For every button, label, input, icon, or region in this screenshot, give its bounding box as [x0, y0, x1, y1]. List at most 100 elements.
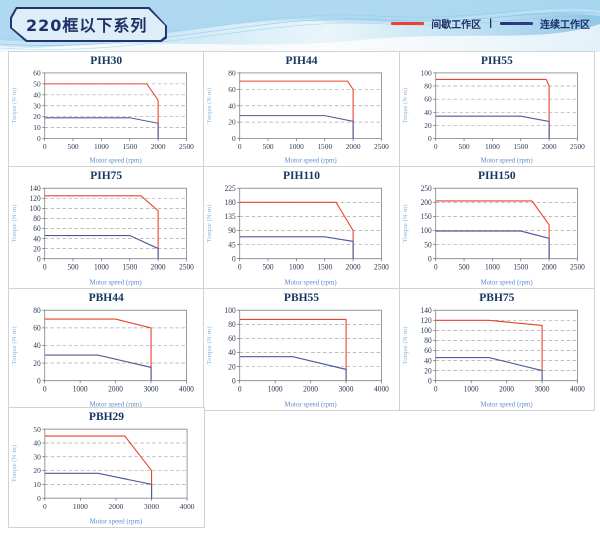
- svg-text:Motor speed (rpm): Motor speed (rpm): [480, 158, 532, 165]
- svg-text:150: 150: [420, 212, 431, 221]
- svg-text:20: 20: [33, 112, 41, 121]
- svg-text:1000: 1000: [268, 384, 283, 393]
- chart-title: PIH110: [282, 170, 321, 182]
- legend-separator: |: [489, 18, 492, 29]
- svg-text:500: 500: [67, 262, 78, 271]
- svg-text:0: 0: [43, 142, 47, 151]
- svg-text:Torque (N·m): Torque (N·m): [11, 445, 18, 482]
- svg-text:500: 500: [458, 142, 469, 151]
- svg-text:Torque (N·m): Torque (N·m): [402, 204, 409, 242]
- svg-text:40: 40: [33, 90, 41, 99]
- svg-text:20: 20: [424, 366, 432, 375]
- svg-text:80: 80: [33, 214, 41, 223]
- chart-title: PIH55: [480, 55, 513, 67]
- svg-text:3000: 3000: [144, 384, 159, 393]
- svg-text:40: 40: [424, 356, 432, 365]
- svg-text:Torque (N·m): Torque (N·m): [206, 204, 213, 242]
- intermittent-line-icon: [391, 22, 425, 25]
- svg-text:Motor speed (rpm): Motor speed (rpm): [480, 400, 533, 408]
- svg-text:2500: 2500: [179, 262, 194, 271]
- chart-cell-pih55: PIH55 0 20 40 60 80 100 0 500 1000 1500 2000 2500 Mo…: [399, 52, 594, 166]
- legend-continuous-label: 连续工作区: [540, 20, 590, 31]
- svg-text:0: 0: [433, 384, 437, 393]
- svg-text:40: 40: [33, 234, 41, 243]
- svg-text:20: 20: [33, 244, 41, 253]
- chart-grid: PIH30 0 10 20 30 40 50 60 0 500 1000 1500 2000 2500 M…: [8, 51, 595, 411]
- svg-text:1500: 1500: [122, 142, 137, 151]
- svg-text:500: 500: [458, 262, 469, 271]
- svg-text:0: 0: [43, 384, 47, 393]
- torque-speed-chart-pih30: 0 10 20 30 40 50 60 0 500 1000 1500 2000 2500 Motor s…: [11, 68, 194, 165]
- chart-title: PBH75: [479, 292, 515, 304]
- svg-text:0: 0: [43, 262, 47, 271]
- svg-text:0: 0: [238, 262, 242, 271]
- svg-text:Torque (N·m): Torque (N·m): [206, 88, 213, 123]
- svg-text:40: 40: [33, 341, 41, 350]
- svg-text:250: 250: [420, 184, 431, 193]
- svg-text:1000: 1000: [289, 142, 304, 151]
- svg-text:Motor speed (rpm): Motor speed (rpm): [89, 158, 141, 165]
- svg-text:Torque (N·m): Torque (N·m): [11, 326, 18, 364]
- svg-text:80: 80: [229, 68, 237, 77]
- svg-text:225: 225: [225, 184, 236, 193]
- svg-text:1000: 1000: [73, 384, 88, 393]
- chart-title: PBH29: [88, 411, 125, 423]
- svg-text:Motor speed (rpm): Motor speed (rpm): [89, 400, 142, 408]
- svg-text:100: 100: [225, 306, 236, 315]
- svg-text:0: 0: [433, 262, 437, 271]
- svg-text:60: 60: [229, 85, 237, 94]
- svg-text:1500: 1500: [513, 142, 528, 151]
- svg-text:140: 140: [30, 184, 41, 193]
- svg-text:2000: 2000: [303, 384, 318, 393]
- series-title-box: 220框以下系列: [10, 7, 167, 42]
- series-title-box-inner: 220框以下系列: [12, 9, 165, 40]
- svg-text:1500: 1500: [318, 262, 333, 271]
- svg-text:1000: 1000: [94, 262, 109, 271]
- svg-text:60: 60: [424, 95, 432, 104]
- svg-text:60: 60: [33, 323, 41, 332]
- svg-text:30: 30: [33, 452, 41, 461]
- chart-title: PIH30: [90, 55, 123, 67]
- svg-text:1000: 1000: [463, 384, 478, 393]
- svg-text:4000: 4000: [179, 384, 194, 393]
- svg-text:2000: 2000: [346, 142, 361, 151]
- svg-text:0: 0: [232, 254, 236, 263]
- svg-text:60: 60: [33, 68, 41, 77]
- svg-text:180: 180: [225, 198, 236, 207]
- svg-text:60: 60: [229, 334, 237, 343]
- svg-text:2000: 2000: [109, 502, 124, 511]
- svg-text:Motor speed (rpm): Motor speed (rpm): [285, 400, 338, 408]
- svg-text:50: 50: [424, 240, 432, 249]
- svg-text:100: 100: [30, 204, 41, 213]
- svg-text:2500: 2500: [179, 142, 194, 151]
- svg-text:135: 135: [225, 212, 236, 221]
- svg-text:Torque (N·m): Torque (N·m): [402, 326, 409, 364]
- svg-text:1500: 1500: [513, 262, 528, 271]
- svg-text:10: 10: [33, 480, 41, 489]
- svg-text:20: 20: [33, 466, 41, 475]
- svg-text:90: 90: [229, 226, 237, 235]
- chart-cell-pbh44: PBH44 0 20 40 60 80 0 1000 2000 3000 4000 Motor sp…: [9, 289, 204, 410]
- svg-text:50: 50: [33, 425, 41, 434]
- chart-title: PBH55: [283, 292, 320, 304]
- svg-text:1000: 1000: [73, 502, 88, 511]
- svg-text:20: 20: [229, 362, 237, 371]
- svg-text:Torque (N·m): Torque (N·m): [11, 88, 18, 123]
- svg-text:0: 0: [238, 142, 242, 151]
- svg-text:0: 0: [428, 254, 432, 263]
- svg-text:2000: 2000: [346, 262, 361, 271]
- svg-text:50: 50: [33, 79, 41, 88]
- svg-text:40: 40: [229, 348, 237, 357]
- svg-text:0: 0: [232, 134, 236, 143]
- svg-text:500: 500: [67, 142, 78, 151]
- svg-text:2500: 2500: [374, 262, 389, 271]
- continuous-line-icon: [500, 22, 533, 25]
- svg-text:60: 60: [33, 224, 41, 233]
- torque-speed-chart-pbh29: 0 10 20 30 40 50 0 1000 2000 3000 4000 Motor speed …: [11, 425, 195, 526]
- svg-text:1000: 1000: [485, 262, 500, 271]
- chart-title: PIH44: [285, 55, 318, 67]
